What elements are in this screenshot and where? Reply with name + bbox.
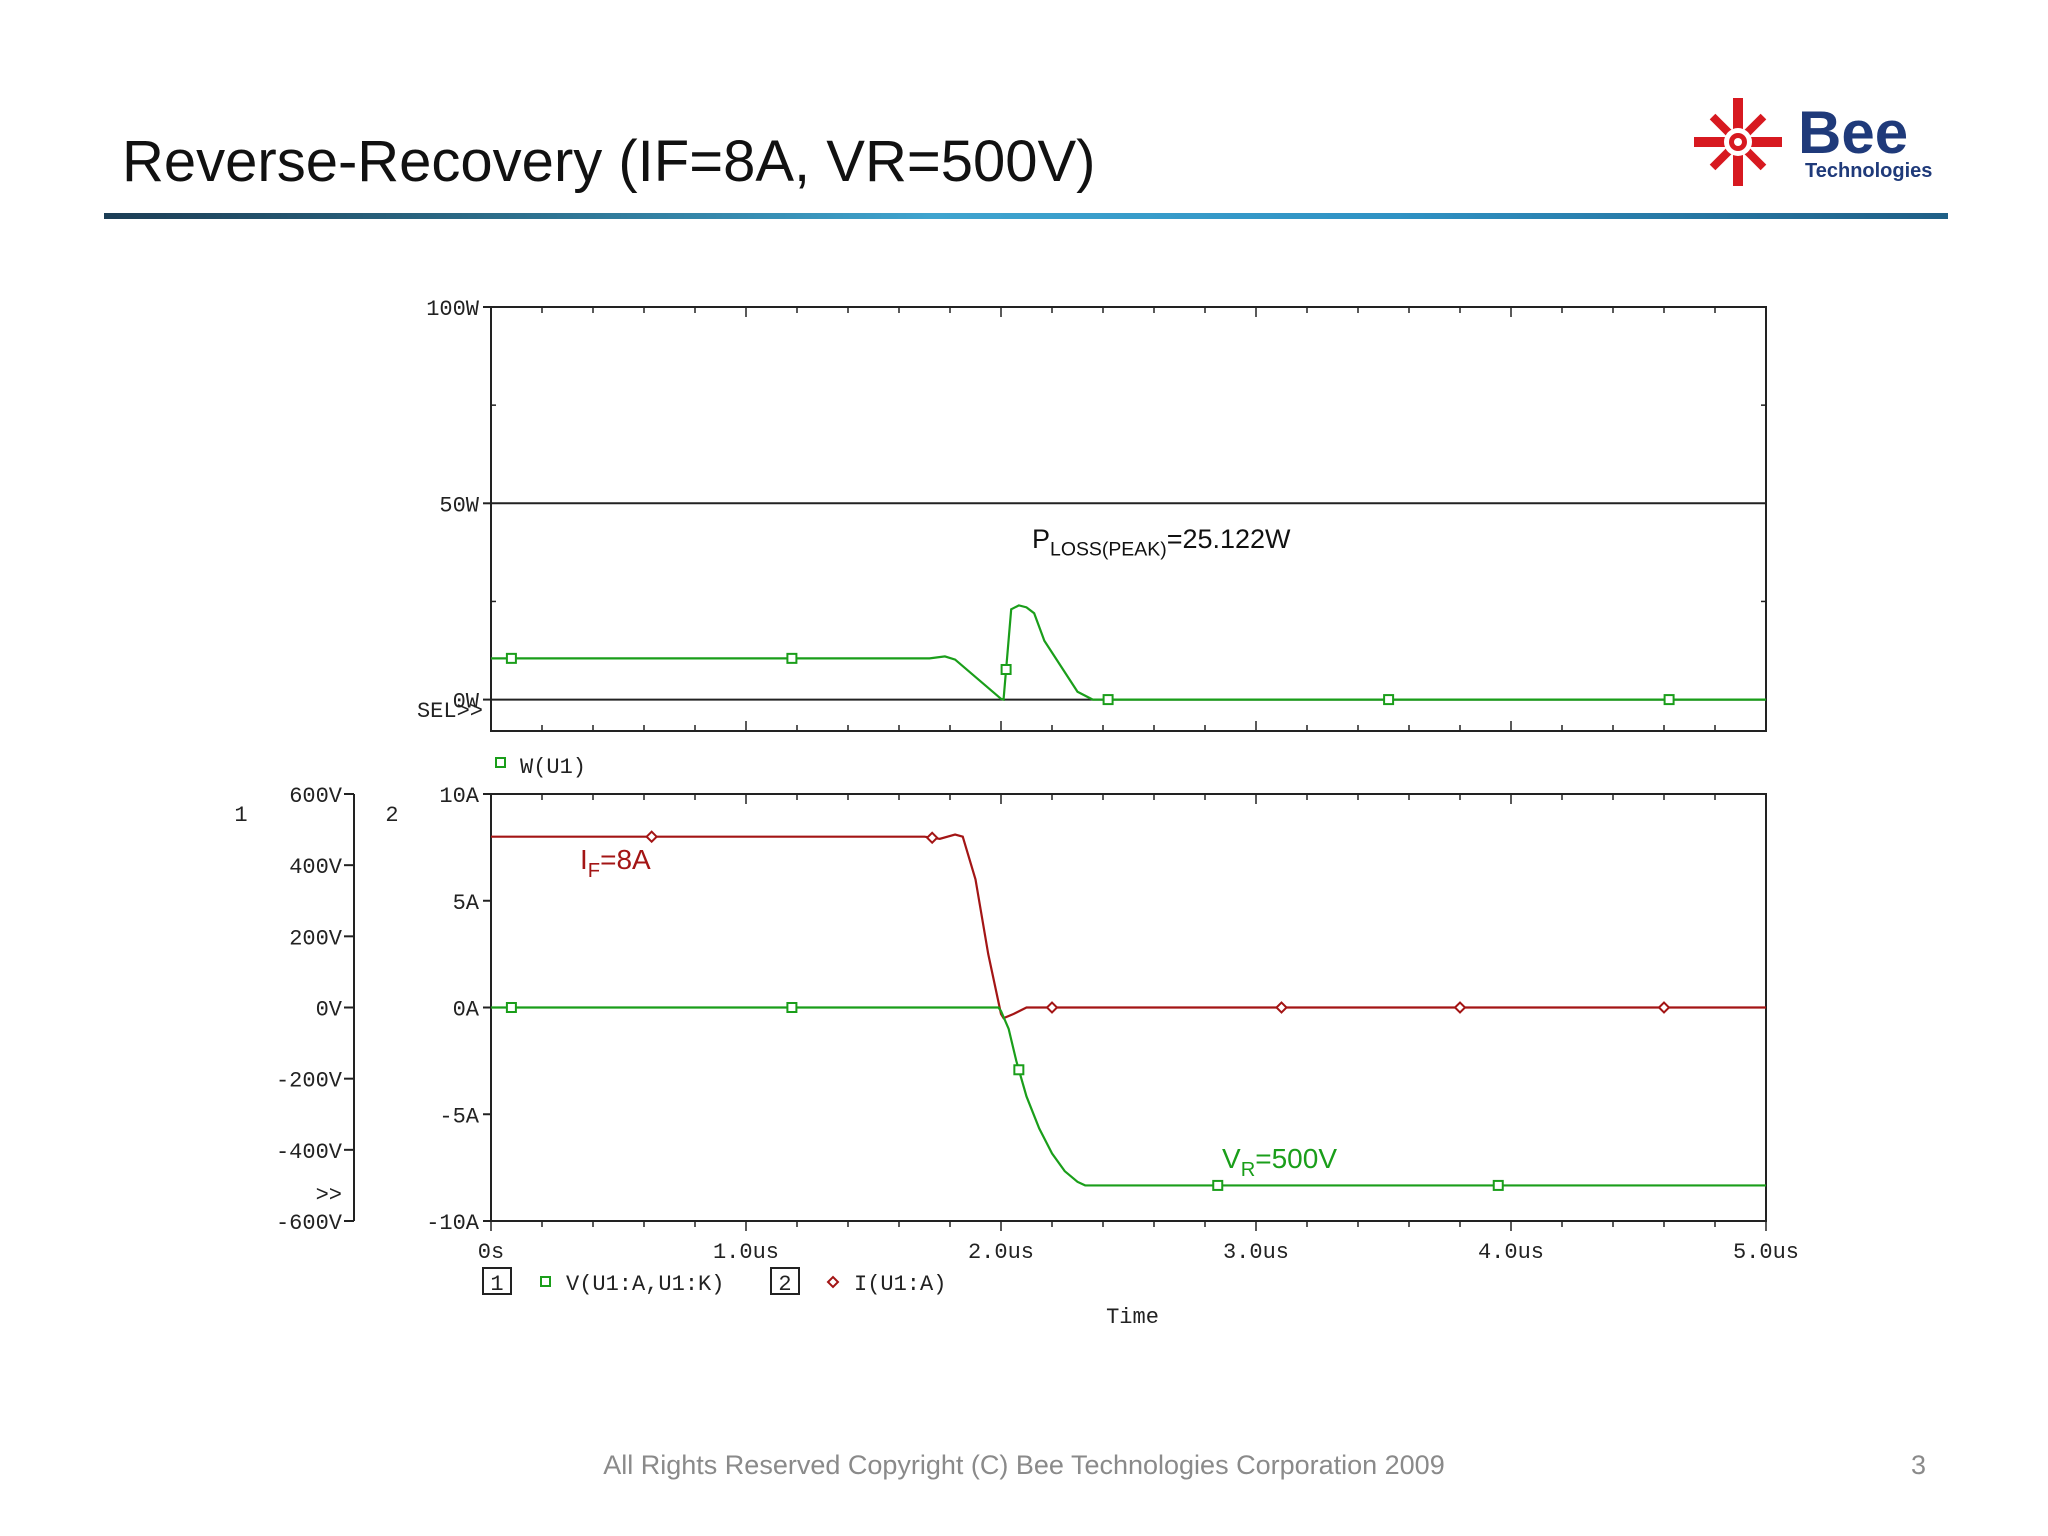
power-series-marker bbox=[1000, 663, 1012, 675]
power-series-marker bbox=[505, 652, 517, 664]
current-series-marker bbox=[1275, 1001, 1288, 1014]
forward-current-annotation: IF=8A bbox=[580, 844, 651, 882]
voltage-y-tick-label: 0V bbox=[316, 998, 343, 1023]
page-number: 3 bbox=[1910, 1450, 1926, 1480]
power-series-marker bbox=[786, 652, 798, 664]
current-series-line bbox=[491, 833, 1766, 1020]
current-series-marker bbox=[645, 830, 659, 844]
legend-box-1 bbox=[482, 1267, 512, 1295]
power-series-marker bbox=[1663, 694, 1675, 706]
current-axis-number: 2 bbox=[385, 803, 398, 828]
title-divider bbox=[104, 213, 1948, 219]
power-legend-label: W(U1) bbox=[520, 755, 586, 780]
vi-x-tick-label: 5.0us bbox=[1733, 1240, 1799, 1265]
logo-tagline: Technologies bbox=[1805, 160, 1932, 182]
legend-current-marker bbox=[826, 1275, 840, 1289]
power-plot-frame bbox=[490, 306, 1767, 732]
slide-title: Reverse-Recovery (IF=8A, VR=500V) bbox=[122, 129, 1096, 194]
legend-box-1-label: 1 bbox=[490, 1272, 503, 1297]
voltage-y-tick-label: 600V bbox=[289, 784, 343, 809]
voltage-y-tick-label: -400V bbox=[276, 1140, 343, 1165]
copyright-footer: All Rights Reserved Copyright (C) Bee Te… bbox=[603, 1450, 1445, 1480]
current-series-marker bbox=[1045, 1001, 1059, 1014]
legend-box-2 bbox=[770, 1267, 800, 1295]
current-series-marker bbox=[1453, 1001, 1467, 1014]
power-legend-marker bbox=[495, 757, 506, 768]
legend-current-label: I(U1:A) bbox=[854, 1272, 946, 1297]
sunburst-logo-icon bbox=[1694, 98, 1782, 186]
legend-voltage-marker bbox=[540, 1276, 551, 1287]
voltage-y-tick-label: 400V bbox=[289, 855, 343, 880]
legend-voltage-label: V(U1:A,U1:K) bbox=[566, 1272, 724, 1297]
voltage-series-marker bbox=[1013, 1064, 1025, 1076]
power-y-tick-label: 0W bbox=[453, 690, 480, 715]
power-series-marker bbox=[1102, 694, 1114, 706]
voltage-y-tick-label: 200V bbox=[289, 926, 343, 951]
bee-technologies-logo: Bee Technologies bbox=[1694, 98, 1932, 186]
power-y-tick-label: 50W bbox=[439, 493, 479, 518]
current-y-tick-label: 5A bbox=[453, 891, 480, 916]
peak-loss-annotation: PLOSS(PEAK)=25.122W bbox=[1032, 524, 1291, 561]
current-series-marker bbox=[925, 831, 939, 845]
voltage-y-tick-label: -200V bbox=[276, 1069, 343, 1094]
power-y-tick-label: 100W bbox=[426, 297, 480, 322]
logo-brand: Bee bbox=[1798, 99, 1908, 166]
power-series-marker bbox=[1383, 694, 1395, 706]
vi-x-tick-label: 3.0us bbox=[1223, 1240, 1289, 1265]
power-series-line bbox=[491, 604, 1766, 702]
vi-x-tick-label: 4.0us bbox=[1478, 1240, 1544, 1265]
voltage-series-marker bbox=[505, 1002, 517, 1013]
vi-x-tick-label: 2.0us bbox=[968, 1240, 1034, 1265]
current-y-tick-label: 0A bbox=[453, 998, 480, 1023]
voltage-series-marker bbox=[786, 1002, 798, 1013]
voltage-series-line bbox=[491, 1006, 1766, 1187]
vi-x-axis-label: Time bbox=[1106, 1305, 1159, 1330]
power-sel-label: SEL>> bbox=[417, 699, 483, 724]
voltage-y-tick-label: -600V bbox=[276, 1211, 343, 1236]
current-y-tick-label: -5A bbox=[439, 1104, 479, 1129]
voltage-series-marker bbox=[1212, 1179, 1224, 1191]
current-y-tick-label: 10A bbox=[439, 784, 479, 809]
reverse-voltage-annotation: VR=500V bbox=[1222, 1143, 1337, 1181]
legend-box-2-label: 2 bbox=[778, 1272, 791, 1297]
vi-x-tick-label: 0s bbox=[478, 1240, 504, 1265]
vi-x-tick-label: 1.0us bbox=[713, 1240, 779, 1265]
voltage-series-marker bbox=[1492, 1179, 1504, 1191]
voltage-sel-label: >> bbox=[316, 1183, 342, 1208]
current-series-marker bbox=[1657, 1001, 1671, 1014]
voltage-axis-number: 1 bbox=[234, 803, 247, 828]
current-y-tick-label: -10A bbox=[426, 1211, 480, 1236]
